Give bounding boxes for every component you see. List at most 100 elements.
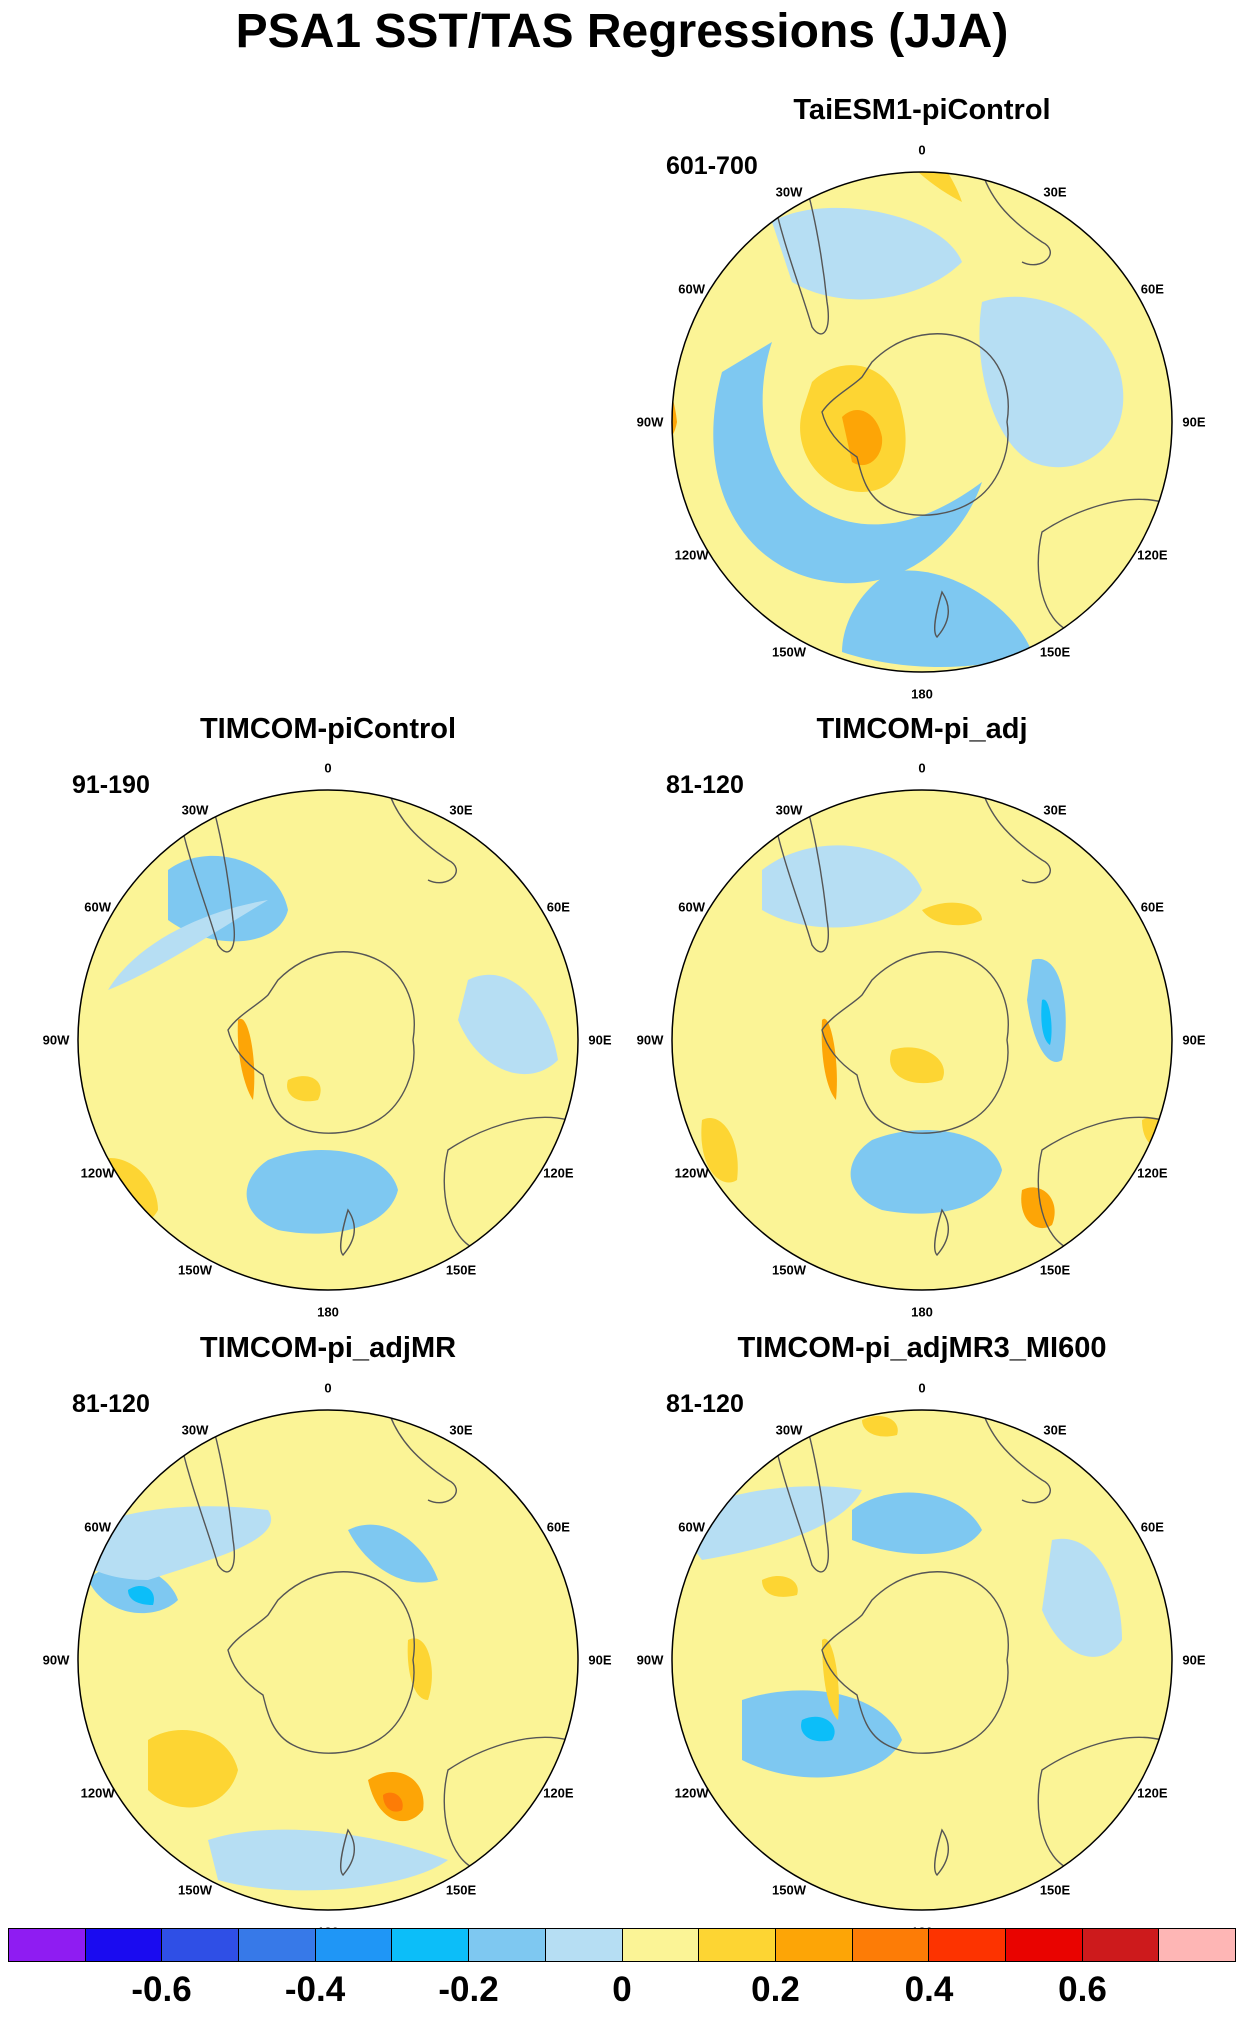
longitude-label: 90E (588, 1032, 612, 1048)
longitude-label: 150W (178, 1882, 212, 1898)
polar-map (671, 171, 1173, 673)
anomaly-contour (979, 296, 1124, 468)
longitude-label: 30E (449, 1422, 473, 1438)
anomaly-contour (762, 1575, 798, 1597)
longitude-label: 60E (1140, 281, 1164, 297)
anomaly-contour (713, 342, 983, 584)
map-border (671, 789, 1173, 1291)
longitude-label: 60E (546, 899, 570, 915)
longitude-label: 60W (678, 281, 705, 297)
anomaly-contour (108, 900, 268, 990)
anomaly-contour (148, 1730, 238, 1808)
panel-years: 81-120 (666, 1390, 744, 1418)
colorbar-swatch (162, 1929, 240, 1961)
longitude-label: 60W (84, 899, 111, 915)
south-america-coastline (177, 1410, 235, 1573)
map-border (77, 1409, 579, 1911)
longitude-label: 150W (178, 1262, 212, 1278)
longitude-label: 120W (80, 1785, 115, 1801)
antarctica-coastline (821, 951, 1009, 1134)
longitude-label: 180 (911, 686, 933, 702)
anomaly-contour (246, 1150, 398, 1234)
longitude-label: 30W (775, 184, 803, 200)
anomaly-contour (1042, 1538, 1122, 1657)
longitude-label: 120W (80, 1165, 115, 1181)
anomaly-contour (852, 1492, 982, 1554)
longitude-label: 150E (445, 1262, 477, 1278)
longitude-label: 90E (1182, 414, 1206, 430)
new-zealand-coastline (934, 1828, 949, 1877)
longitude-label: 120E (1137, 1165, 1168, 1181)
longitude-label: 150W (772, 1882, 806, 1898)
colorbar-swatch (392, 1929, 470, 1961)
anomaly-contour (1041, 999, 1052, 1045)
antarctica-coastline (821, 1571, 1009, 1754)
longitude-label: 30E (449, 802, 473, 818)
africa-coastline (981, 172, 1051, 266)
longitude-label: 0 (918, 142, 926, 158)
anomaly-contour (762, 845, 922, 928)
colorbar-swatch (239, 1929, 316, 1961)
longitude-label: 90E (1182, 1652, 1206, 1668)
anomaly-contour (237, 1018, 255, 1100)
longitude-label: 0 (918, 760, 926, 776)
colorbar-tick-label: 0.2 (751, 1970, 800, 2009)
longitude-label: 60W (678, 899, 705, 915)
longitude-label: 30W (181, 802, 209, 818)
panel-title: TIMCOM-pi_adj (816, 713, 1028, 745)
longitude-label: 60E (1140, 899, 1164, 915)
anomaly-contour (128, 1585, 154, 1605)
ocean-field (672, 1410, 1172, 1910)
anomaly-contour (701, 1118, 738, 1183)
polar-map (77, 1409, 579, 1911)
africa-coastline (981, 1410, 1051, 1504)
longitude-label: 150E (1039, 644, 1071, 660)
colorbar-swatch (699, 1929, 776, 1961)
longitude-label: 30W (775, 1422, 803, 1438)
longitude-label: 120E (543, 1165, 574, 1181)
colorbar-swatch (775, 1929, 853, 1961)
longitude-label: 30E (1043, 1422, 1067, 1438)
new-zealand-coastline (340, 1828, 355, 1877)
anomaly-contour (892, 172, 962, 202)
longitude-label: 90W (636, 414, 664, 430)
longitude-label: 120E (1137, 547, 1168, 563)
longitude-label: 120W (674, 1165, 709, 1181)
colorbar-tick-label: -0.2 (438, 1970, 499, 2009)
longitude-label: 180 (317, 1304, 339, 1320)
longitude-label: 0 (324, 1380, 332, 1396)
anomaly-contour (890, 1047, 944, 1084)
panel-title: TIMCOM-pi_adjMR (199, 1332, 457, 1364)
colorbar-swatch (9, 1929, 86, 1961)
longitude-label: 60W (84, 1519, 111, 1535)
ocean-field (672, 790, 1172, 1290)
anomaly-contour (842, 409, 883, 466)
polar-map (77, 789, 579, 1291)
longitude-label: 0 (324, 760, 332, 776)
map-border (671, 171, 1173, 673)
longitude-label: 150E (445, 1882, 477, 1898)
anomaly-contour (287, 1076, 321, 1102)
figure-title: PSA1 SST/TAS Regressions (JJA) (235, 5, 1009, 58)
longitude-label: 30W (181, 1422, 209, 1438)
longitude-label: 120E (543, 1785, 574, 1801)
longitude-label: 150E (1039, 1882, 1071, 1898)
anomaly-contour (922, 902, 982, 926)
longitude-label: 60E (1140, 1519, 1164, 1535)
south-america-coastline (771, 172, 829, 335)
colorbar-swatch (1159, 1929, 1235, 1961)
anomaly-contour (78, 1506, 271, 1580)
panel-title: TIMCOM-pi_adjMR3_MI600 (737, 1332, 1107, 1364)
antarctica-coastline (227, 951, 415, 1134)
colorbar-swatch (1082, 1929, 1160, 1961)
africa-coastline (387, 1410, 457, 1504)
longitude-label: 150W (772, 1262, 806, 1278)
longitude-label: 90W (42, 1652, 70, 1668)
colorbar-swatch (315, 1929, 393, 1961)
longitude-label: 90W (636, 1032, 664, 1048)
anomaly-contour (822, 1638, 839, 1720)
longitude-label: 90E (588, 1652, 612, 1668)
colorbar-swatch (852, 1929, 930, 1961)
longitude-label: 60W (678, 1519, 705, 1535)
anomaly-contour (458, 974, 558, 1075)
